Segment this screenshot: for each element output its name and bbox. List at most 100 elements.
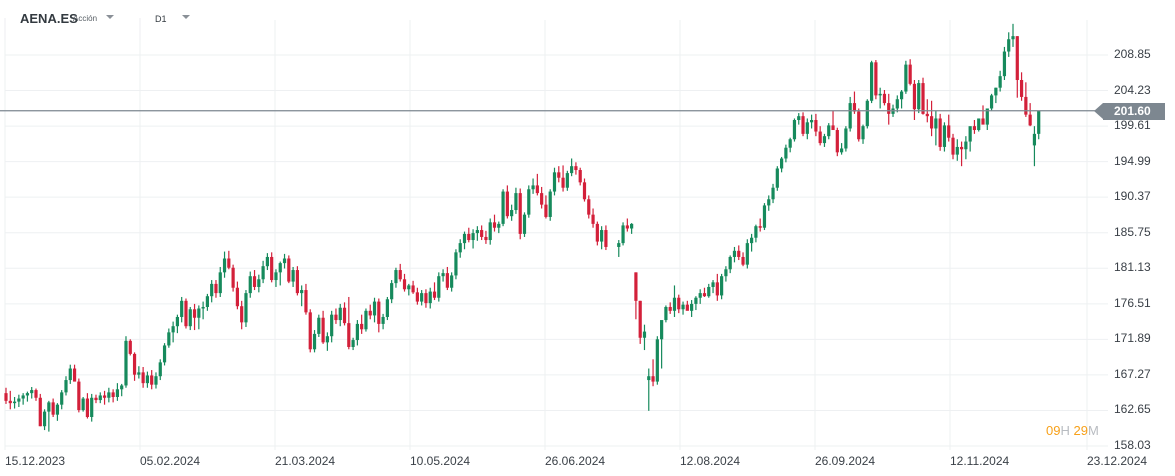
candle-up — [1002, 46, 1007, 81]
candle-down — [634, 272, 638, 320]
candle-up — [390, 280, 394, 304]
candle-down — [295, 266, 299, 296]
candle-up — [711, 280, 715, 294]
candle-down — [887, 93, 891, 125]
candle-down — [308, 309, 312, 353]
candle-up — [120, 383, 124, 397]
candle-down — [38, 393, 42, 427]
candle-down — [445, 266, 449, 291]
candle-up — [210, 280, 214, 303]
candle-down — [192, 303, 197, 331]
candle-up — [385, 296, 389, 321]
timeframe-selector[interactable]: D1 — [155, 14, 167, 24]
candle-up — [488, 218, 492, 245]
candle-up — [788, 137, 792, 153]
candle-up — [394, 267, 398, 288]
candle-down — [411, 280, 415, 294]
candle-up — [527, 185, 531, 218]
candle-up — [985, 108, 989, 131]
candle-down — [492, 214, 497, 232]
candle-up — [381, 313, 385, 330]
candle-up — [145, 371, 150, 388]
candle-up — [248, 271, 252, 298]
countdown-minutes: 29 — [1073, 423, 1088, 438]
candle-down — [518, 188, 522, 240]
candle-down — [480, 225, 484, 241]
price-tick-label: 181.13 — [1114, 260, 1151, 275]
candle-down — [625, 218, 629, 232]
candle-up — [660, 320, 664, 369]
candle-down — [831, 110, 835, 131]
candle-up — [681, 301, 685, 315]
candle-up — [497, 221, 501, 234]
candle-up — [458, 239, 462, 258]
countdown-hours: 09 — [1046, 423, 1061, 438]
candle-up — [441, 269, 445, 282]
candle-up — [47, 400, 51, 432]
candle-down — [595, 221, 599, 246]
candle-down — [240, 300, 244, 330]
candle-down — [235, 281, 239, 310]
candle-up — [977, 118, 981, 132]
candle-up — [274, 269, 278, 287]
candle-down — [582, 178, 587, 202]
candle-up — [180, 296, 184, 323]
candle-up — [968, 126, 972, 152]
candle-up — [450, 272, 454, 292]
candle-up — [724, 266, 728, 282]
candle-up — [865, 99, 869, 129]
candle-down — [321, 310, 325, 344]
candle-down — [304, 283, 308, 315]
candle-up — [364, 308, 368, 332]
candle-up — [278, 261, 282, 286]
candle-down — [685, 300, 689, 311]
candle-down — [72, 364, 77, 382]
candle-down — [951, 133, 955, 160]
candle-down — [544, 195, 548, 219]
candle-down — [398, 263, 402, 282]
symbol-label[interactable]: AENA.ES — [20, 11, 78, 26]
price-tick-label: 194.99 — [1114, 153, 1151, 168]
candle-down — [578, 167, 582, 186]
candle-down — [818, 126, 822, 146]
candle-up — [325, 332, 329, 351]
candle-up — [784, 144, 788, 163]
candle-down — [758, 218, 762, 232]
candle-down — [432, 282, 437, 301]
candle-down — [929, 100, 934, 137]
candle-down — [668, 302, 672, 314]
countdown-minutes-unit: M — [1087, 423, 1099, 438]
price-tick-label: 204.23 — [1114, 82, 1151, 97]
candle-down — [814, 113, 818, 137]
candle-down — [34, 388, 38, 401]
timeframe-chevron-down-icon[interactable] — [182, 15, 190, 19]
date-tick-label: 12.11.2024 — [950, 454, 1010, 468]
candle-up — [12, 396, 17, 409]
date-tick-label: 05.02.2024 — [140, 454, 201, 468]
candle-up — [197, 305, 201, 330]
candle-up — [475, 226, 479, 241]
candle-up — [428, 287, 432, 309]
countdown-hours-unit: H — [1060, 423, 1070, 438]
candle-up — [201, 301, 205, 320]
candle-up — [42, 409, 47, 431]
candle-up — [514, 187, 518, 214]
candle-down — [214, 280, 218, 298]
candle-up — [462, 231, 467, 250]
candle-down — [77, 378, 81, 413]
candle-down — [921, 77, 925, 115]
candle-down — [132, 352, 137, 381]
candle-down — [368, 304, 372, 320]
candle-up — [30, 386, 34, 399]
candle-down — [1019, 72, 1024, 101]
candle-up — [115, 383, 120, 401]
price-tick-label: 171.89 — [1114, 331, 1151, 346]
symbol-dropdown-chevron-down-icon[interactable] — [106, 15, 114, 19]
candle-down — [535, 173, 539, 196]
candle-down — [415, 287, 419, 305]
candle-up — [372, 297, 377, 323]
candle-down — [737, 245, 741, 261]
candle-down — [857, 108, 861, 142]
candle-up — [775, 166, 779, 191]
